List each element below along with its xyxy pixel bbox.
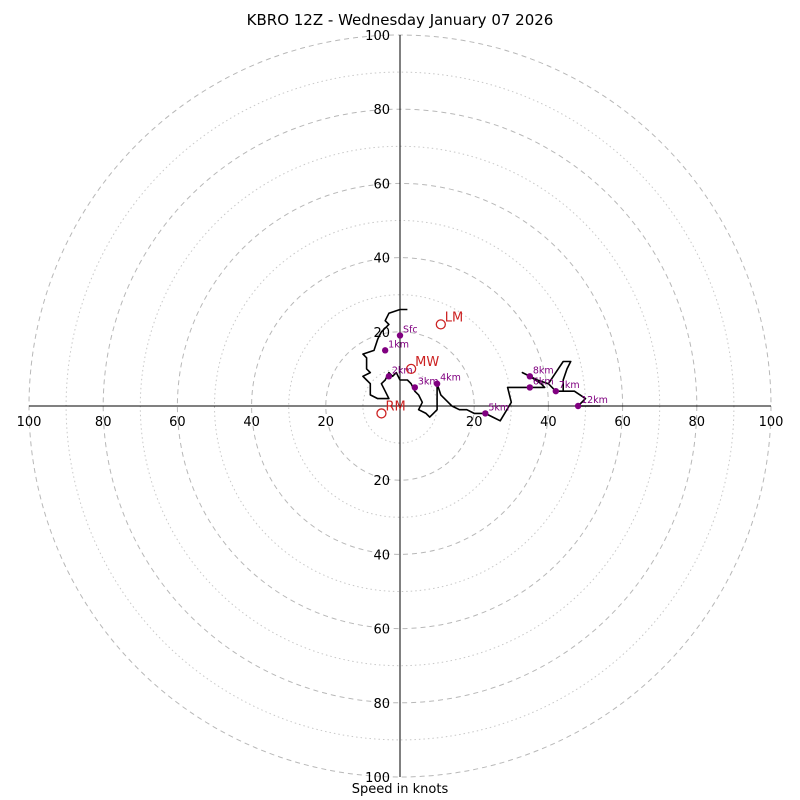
chart-title: KBRO 12Z - Wednesday January 07 2026 xyxy=(246,11,554,29)
height-marker-label: 4km xyxy=(440,373,461,384)
height-marker-label: 8km xyxy=(533,365,554,376)
y-tick-label: 80 xyxy=(373,103,390,118)
motion-point-label: MW xyxy=(415,355,439,370)
x-tick-label: 60 xyxy=(614,415,631,430)
height-marker-2km xyxy=(385,373,393,380)
height-marker-label: 6km xyxy=(533,376,554,387)
motion-point-mw xyxy=(405,363,417,375)
height-marker-12km xyxy=(574,402,582,410)
height-marker-6km xyxy=(526,384,534,391)
x-axis-label: Speed in knots xyxy=(351,782,449,797)
axes xyxy=(29,35,771,777)
y-tick-label: 20 xyxy=(373,326,390,341)
storm-motion-points: LM MW RM xyxy=(376,310,463,419)
height-marker-label: 12km xyxy=(581,395,608,406)
height-marker-sfc xyxy=(396,332,404,339)
height-marker-label: 7km xyxy=(559,380,580,391)
y-tick-label: 100 xyxy=(365,29,390,44)
height-marker-label: 3km xyxy=(418,376,439,387)
x-tick-label: 40 xyxy=(540,415,557,430)
x-tick-label: 40 xyxy=(243,415,260,430)
x-tick-label: 100 xyxy=(759,415,784,430)
y-tick-label: 40 xyxy=(373,548,390,563)
y-tick-label: 60 xyxy=(373,623,390,638)
x-tick-label: 60 xyxy=(169,415,186,430)
motion-point-label: RM xyxy=(385,399,405,414)
y-tick-label: 40 xyxy=(373,252,390,267)
height-marker-label: 1km xyxy=(388,339,409,350)
tick-labels: 100 80 60 40 20 20 40 60 80 100 100 80 60 40 20 20 40 60 8… xyxy=(17,29,784,786)
height-marker-8km xyxy=(526,373,534,380)
height-marker-4km xyxy=(433,380,441,387)
x-tick-label: 80 xyxy=(689,415,706,430)
height-marker-3km xyxy=(411,384,419,391)
height-marker-1km xyxy=(381,347,389,354)
wind-trace xyxy=(362,308,601,422)
height-marker-label: Sfc xyxy=(403,325,418,336)
motion-point-lm xyxy=(435,319,446,330)
wind-trace-line xyxy=(362,308,601,422)
height-marker-5km xyxy=(482,410,489,417)
x-tick-label: 80 xyxy=(95,415,112,430)
x-tick-label: 100 xyxy=(17,415,42,430)
y-tick-label: 20 xyxy=(373,474,390,489)
x-tick-label: 20 xyxy=(318,415,335,430)
height-marker-label: 2km xyxy=(392,365,413,376)
height-markers: Sfc 1km 2km 3km 4km 5km 6km 7km 8km 12km xyxy=(381,325,608,417)
y-tick-label: 100 xyxy=(365,771,390,786)
y-tick-label: 60 xyxy=(373,177,390,192)
x-tick-label: 20 xyxy=(466,415,483,430)
motion-point-label: LM xyxy=(445,310,463,325)
y-tick-label: 80 xyxy=(373,697,390,712)
height-marker-label: 5km xyxy=(488,402,509,413)
height-marker-7km xyxy=(552,387,560,395)
motion-point-rm xyxy=(376,408,387,419)
